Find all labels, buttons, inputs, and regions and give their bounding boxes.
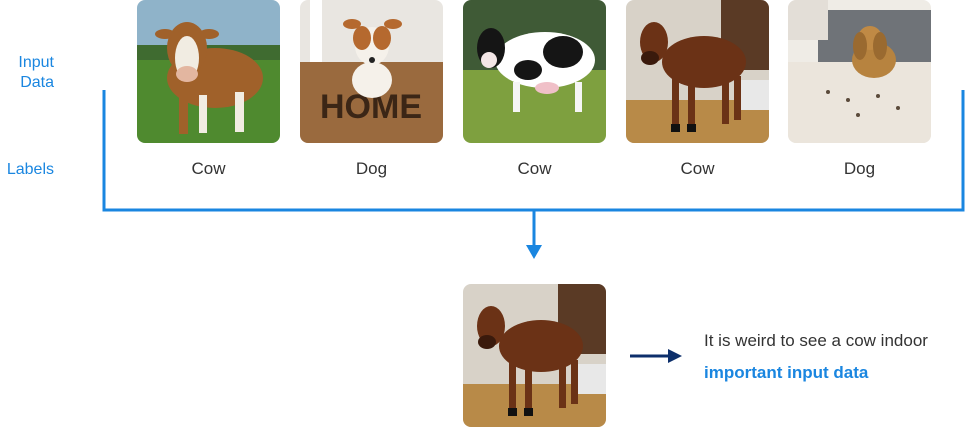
sample-label-4: Cow [680, 159, 715, 178]
image-cow-indoors [626, 0, 769, 143]
observation-text: It is weird to see a cow indoor [704, 331, 928, 350]
input-data-label: Input Data [18, 54, 54, 91]
right-arrowhead [668, 349, 682, 363]
sample-label-2: Dog [355, 159, 388, 178]
image-dog-doormat: HOME [300, 0, 443, 143]
down-arrowhead [526, 245, 542, 259]
dataset-bracket [102, 90, 965, 212]
query-image-cow-indoors [463, 284, 606, 427]
sample-label-3: Cow [517, 159, 552, 178]
image-cow-pasture [137, 0, 280, 143]
sample-label-5: Dog [843, 159, 876, 178]
sample-label-1: Cow [191, 159, 226, 178]
important-input-label: important input data [704, 363, 869, 382]
labels-label: Labels [6, 161, 54, 178]
image-dog-rug [788, 0, 931, 143]
image-cow-field [463, 0, 606, 143]
